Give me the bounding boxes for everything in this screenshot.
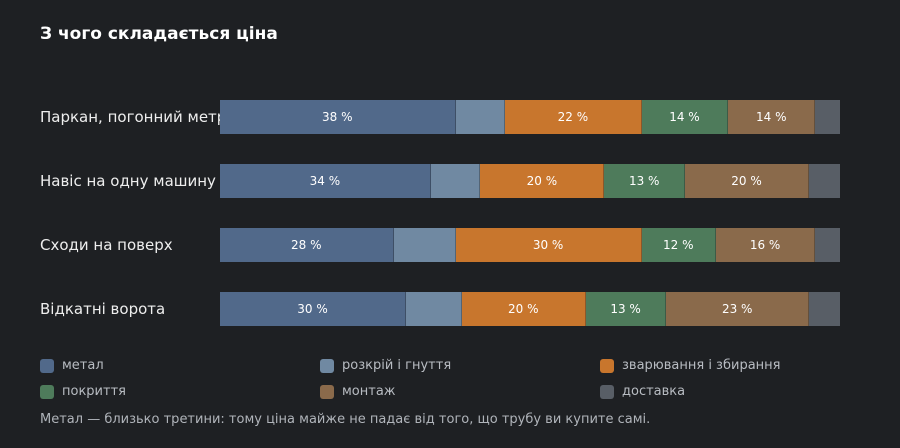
bar-segment: 13 % bbox=[604, 164, 685, 198]
data-label: 20 % bbox=[731, 174, 762, 188]
legend-label: монтаж bbox=[342, 384, 396, 399]
chart-title: З чого складається ціна bbox=[40, 24, 278, 44]
bar-row: Навіс на одну машину 34 % 20 % 13 % 20 % bbox=[0, 164, 900, 198]
category-label: Сходи на поверх bbox=[40, 236, 173, 254]
legend-item: розкрій і гнуття bbox=[320, 358, 451, 373]
bar-segment bbox=[430, 164, 481, 198]
data-label: 14 % bbox=[756, 110, 787, 124]
bar-segment bbox=[406, 292, 462, 326]
bar-segment: 28 % bbox=[220, 228, 394, 262]
data-label: 16 % bbox=[749, 238, 781, 252]
category-label: Навіс на одну машину bbox=[40, 172, 216, 190]
legend-item: метал bbox=[40, 358, 104, 373]
bar-segment bbox=[455, 100, 506, 134]
bar-segment bbox=[815, 100, 840, 134]
legend-label: покриття bbox=[62, 384, 126, 399]
bar-segment: 38 % bbox=[220, 100, 456, 134]
legend-swatch bbox=[320, 358, 334, 373]
legend-item: доставка bbox=[600, 384, 685, 399]
legend-swatch bbox=[600, 384, 614, 399]
bar-segment: 30 % bbox=[455, 228, 642, 262]
bar-segment: 14 % bbox=[728, 100, 816, 134]
legend-item: зварювання і збирання bbox=[600, 358, 780, 373]
legend-swatch bbox=[600, 358, 614, 373]
data-label: 38 % bbox=[322, 110, 353, 124]
bar-row: Відкатні ворота 30 % 20 % 13 % 23 % bbox=[0, 292, 900, 326]
legend-label: доставка bbox=[622, 384, 686, 399]
data-label: 20 % bbox=[526, 174, 558, 188]
legend-label: зварювання і збирання bbox=[622, 358, 781, 373]
bar-segment: 23 % bbox=[666, 292, 809, 326]
bar-segment: 16 % bbox=[715, 228, 816, 262]
data-label: 13 % bbox=[610, 302, 641, 316]
legend-swatch bbox=[40, 358, 54, 373]
bar-segment: 22 % bbox=[505, 100, 642, 134]
bar-segment bbox=[808, 164, 840, 198]
bar-segment bbox=[808, 292, 840, 326]
data-label: 23 % bbox=[721, 302, 753, 316]
legend-swatch bbox=[320, 384, 334, 399]
data-label: 30 % bbox=[297, 302, 328, 316]
data-label: 30 % bbox=[532, 238, 564, 252]
stacked-bar: 34 % 20 % 13 % 20 % bbox=[220, 164, 840, 198]
data-label: 12 % bbox=[663, 238, 694, 252]
legend-item: покриття bbox=[40, 384, 126, 399]
bar-segment bbox=[393, 228, 456, 262]
bar-segment: 20 % bbox=[684, 164, 809, 198]
bar-row: Сходи на поверх 28 % 30 % 12 % 16 % bbox=[0, 228, 900, 262]
stacked-bar: 38 % 22 % 14 % 14 % bbox=[220, 100, 840, 134]
data-label: 13 % bbox=[628, 174, 660, 188]
data-label: 20 % bbox=[508, 302, 539, 316]
bar-segment: 13 % bbox=[585, 292, 667, 326]
legend-swatch bbox=[40, 384, 54, 399]
bar-segment: 20 % bbox=[480, 164, 605, 198]
category-label: Паркан, погонний метр bbox=[40, 108, 227, 126]
category-label: Відкатні ворота bbox=[40, 300, 166, 318]
data-label: 22 % bbox=[557, 110, 589, 124]
data-label: 34 % bbox=[309, 174, 341, 188]
data-label: 14 % bbox=[669, 110, 700, 124]
bar-segment: 14 % bbox=[641, 100, 729, 134]
bar-segment: 34 % bbox=[220, 164, 431, 198]
bar-segment: 20 % bbox=[461, 292, 586, 326]
bar-segment bbox=[815, 228, 840, 262]
legend: метал розкрій і гнуття зварювання і збиран… bbox=[40, 358, 860, 410]
stacked-bar: 30 % 20 % 13 % 23 % bbox=[220, 292, 840, 326]
legend-item: монтаж bbox=[320, 384, 396, 399]
data-label: 28 % bbox=[291, 238, 322, 252]
legend-label: розкрій і гнуття bbox=[342, 358, 452, 373]
chart-note: Метал — близько третини: тому ціна майже… bbox=[40, 412, 651, 427]
bar-segment: 12 % bbox=[641, 228, 716, 262]
stacked-bar: 28 % 30 % 12 % 16 % bbox=[220, 228, 840, 262]
bar-segment: 30 % bbox=[220, 292, 406, 326]
bar-row: Паркан, погонний метр 38 % 22 % 14 % 14 % bbox=[0, 100, 900, 134]
legend-label: метал bbox=[62, 358, 104, 373]
